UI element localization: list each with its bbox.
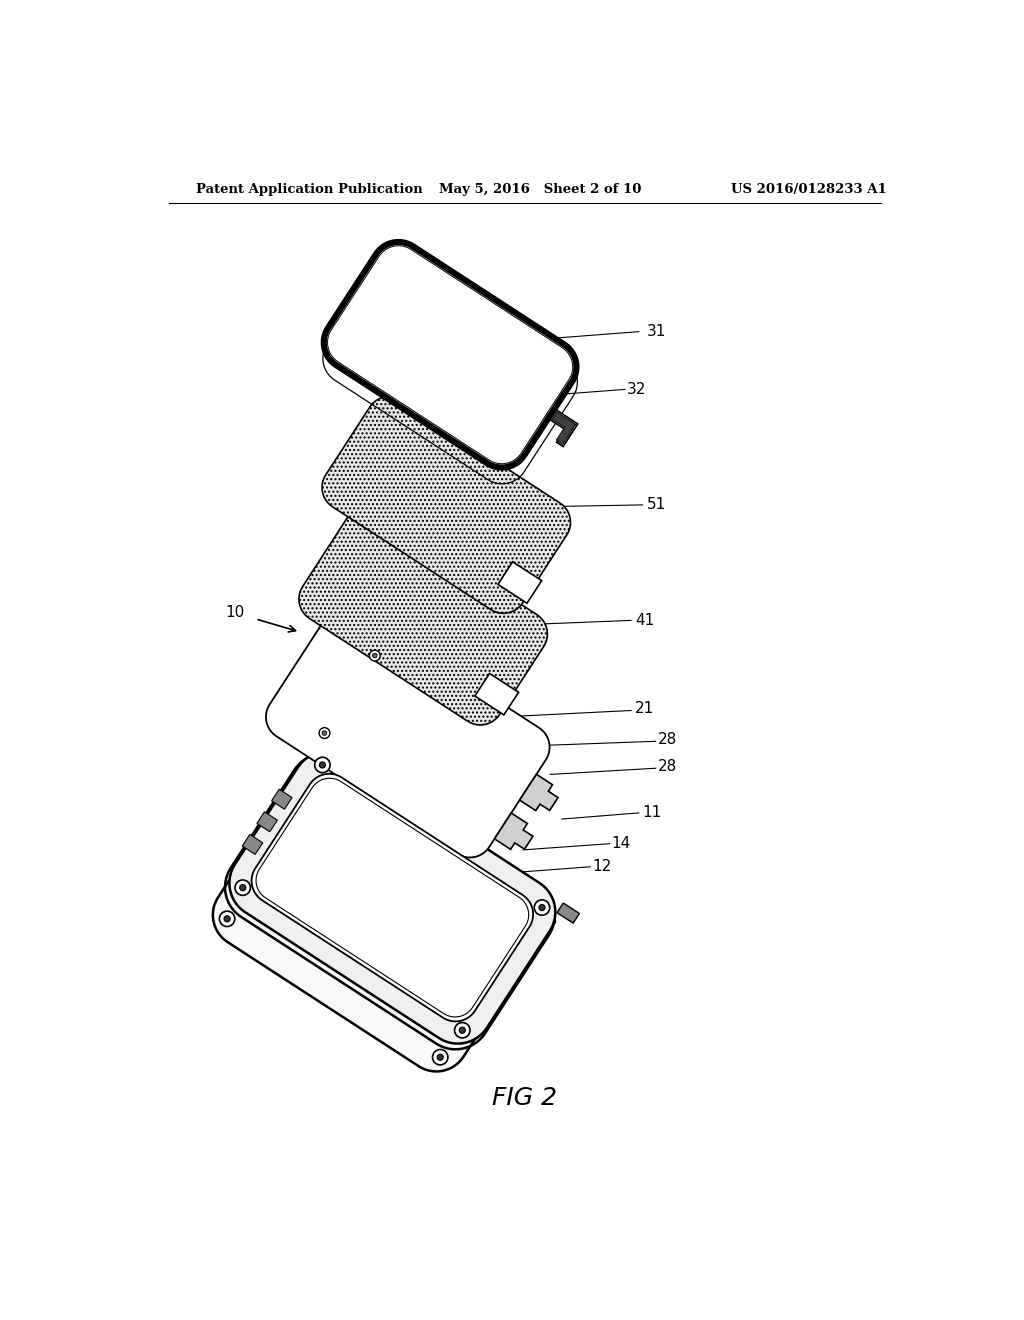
Circle shape [295, 795, 310, 810]
Text: 32: 32 [628, 381, 646, 397]
Text: 10: 10 [225, 605, 245, 620]
Text: May 5, 2016   Sheet 2 of 10: May 5, 2016 Sheet 2 of 10 [438, 182, 641, 195]
Polygon shape [257, 812, 278, 832]
Text: 21: 21 [635, 701, 654, 717]
Circle shape [314, 758, 330, 772]
Text: 41: 41 [635, 612, 654, 628]
Polygon shape [266, 607, 550, 858]
Polygon shape [322, 240, 579, 470]
Polygon shape [299, 508, 548, 725]
Polygon shape [271, 789, 292, 809]
Polygon shape [229, 751, 555, 1044]
Circle shape [299, 800, 305, 805]
Polygon shape [252, 774, 534, 1022]
Circle shape [455, 1023, 470, 1038]
Text: 28: 28 [658, 759, 677, 775]
Circle shape [323, 731, 327, 735]
Polygon shape [495, 813, 532, 849]
Text: 51: 51 [646, 498, 666, 512]
Circle shape [319, 762, 326, 768]
Text: 11: 11 [643, 805, 662, 821]
Circle shape [240, 884, 246, 891]
Text: 31: 31 [646, 325, 666, 339]
Circle shape [459, 1027, 465, 1034]
Polygon shape [552, 412, 575, 445]
Text: Patent Application Publication: Patent Application Publication [196, 182, 423, 195]
Circle shape [539, 904, 545, 911]
Circle shape [224, 916, 230, 921]
Polygon shape [475, 673, 518, 715]
Circle shape [432, 1049, 447, 1065]
Polygon shape [243, 834, 263, 854]
Text: 14: 14 [611, 836, 631, 851]
Polygon shape [557, 903, 580, 923]
Polygon shape [213, 788, 530, 1072]
Circle shape [508, 933, 523, 949]
Polygon shape [328, 246, 572, 463]
Text: FIG 2: FIG 2 [493, 1086, 557, 1110]
Circle shape [513, 939, 519, 944]
Text: 12: 12 [593, 859, 611, 874]
Circle shape [535, 900, 550, 915]
Circle shape [219, 911, 234, 927]
Circle shape [236, 880, 251, 895]
Circle shape [370, 651, 380, 661]
Text: US 2016/0128233 A1: US 2016/0128233 A1 [731, 182, 887, 195]
Polygon shape [519, 775, 558, 810]
Text: 28: 28 [658, 733, 677, 747]
Polygon shape [498, 562, 542, 603]
Text: 18: 18 [539, 913, 558, 928]
Circle shape [373, 653, 377, 657]
Polygon shape [322, 396, 570, 614]
Polygon shape [550, 411, 578, 446]
Circle shape [319, 727, 330, 738]
Circle shape [437, 1055, 443, 1060]
